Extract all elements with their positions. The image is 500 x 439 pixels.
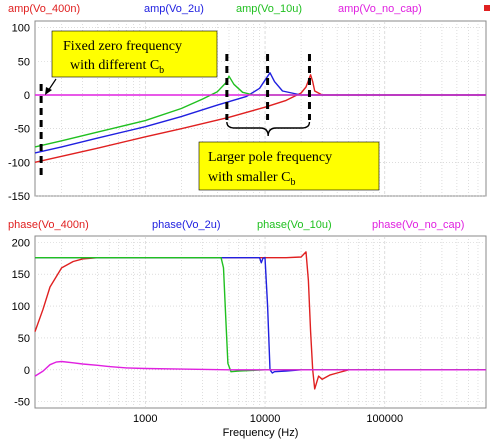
annotation-brace [226, 121, 311, 137]
legend-entry: phase(Vo_no_cap) [372, 219, 464, 231]
legend-entry: amp(Vo_10u) [236, 3, 302, 15]
y-tick-label: -50 [14, 124, 30, 136]
annotation-arrowhead [45, 87, 52, 95]
legend-entry: amp(Vo_no_cap) [338, 3, 422, 15]
y-tick-label: 50 [18, 56, 30, 68]
series-line-phase-vo-no-cap- [34, 360, 486, 377]
annotation-text: with smaller C [208, 170, 290, 185]
x-axis-label: Frequency (Hz) [223, 427, 299, 439]
legend-entry: phase(Vo_2u) [152, 219, 221, 231]
annotation-text-fixed-zero-line1: Fixed zero frequency [63, 39, 182, 54]
annotation-subscript: b [159, 65, 164, 76]
y-tick-label: 50 [18, 333, 30, 345]
legend-entry: phase(Vo_10u) [257, 219, 332, 231]
y-tick-label: 0 [24, 90, 30, 102]
y-tick-label: -100 [8, 157, 30, 169]
y-tick-label: -150 [8, 191, 30, 203]
y-tick-label: 200 [12, 237, 30, 249]
y-tick-label: 150 [12, 269, 30, 281]
phase-series [34, 251, 486, 390]
series-line-phase-vo-400n- [34, 251, 486, 390]
phase-legend: phase(Vo_400n) phase(Vo_2u) phase(Vo_10u) p… [8, 219, 464, 231]
legend-entry: phase(Vo_400n) [8, 219, 89, 231]
legend-entry: amp(Vo_400n) [8, 3, 80, 15]
amplitude-legend: amp(Vo_400n) amp(Vo_2u) amp(Vo_10u) amp(Vo_… [8, 3, 422, 15]
amplitude-y-ticks: 100 50 0 -50 -100 -150 [8, 23, 30, 203]
amplitude-panel: 100 50 0 -50 -100 -150 amp(Vo_400n) amp(Vo_2u)… [8, 3, 490, 203]
y-tick-label: 100 [12, 23, 30, 35]
phase-panel: 200 150 100 50 0 -50 phase(Vo_400n) phase(Vo_2… [8, 219, 487, 439]
annotation-text-fixed-zero-line2: with different Cb [70, 58, 164, 76]
annotation-text-larger-pole-line1: Larger pole frequency [208, 150, 332, 165]
x-tick-label: 100000 [366, 413, 403, 425]
phase-plot-frame [34, 235, 487, 409]
annotation-subscript: b [290, 177, 295, 188]
corner-marker-icon [484, 5, 490, 11]
x-tick-label: 1000 [133, 413, 157, 425]
y-tick-label: 0 [24, 365, 30, 377]
y-tick-label: -50 [14, 397, 30, 409]
annotation-text: with different C [70, 58, 159, 73]
legend-entry: amp(Vo_2u) [144, 3, 204, 15]
x-tick-label: 10000 [250, 413, 281, 425]
frequency-x-ticks: 1000 10000 100000 [133, 413, 403, 425]
y-tick-label: 100 [12, 301, 30, 313]
annotation-box-fixed-zero [51, 30, 218, 78]
annotation-box-larger-pole [198, 141, 380, 191]
phase-y-ticks: 200 150 100 50 0 -50 [12, 237, 30, 408]
annotation-text-larger-pole-line2: with smaller Cb [208, 170, 295, 188]
